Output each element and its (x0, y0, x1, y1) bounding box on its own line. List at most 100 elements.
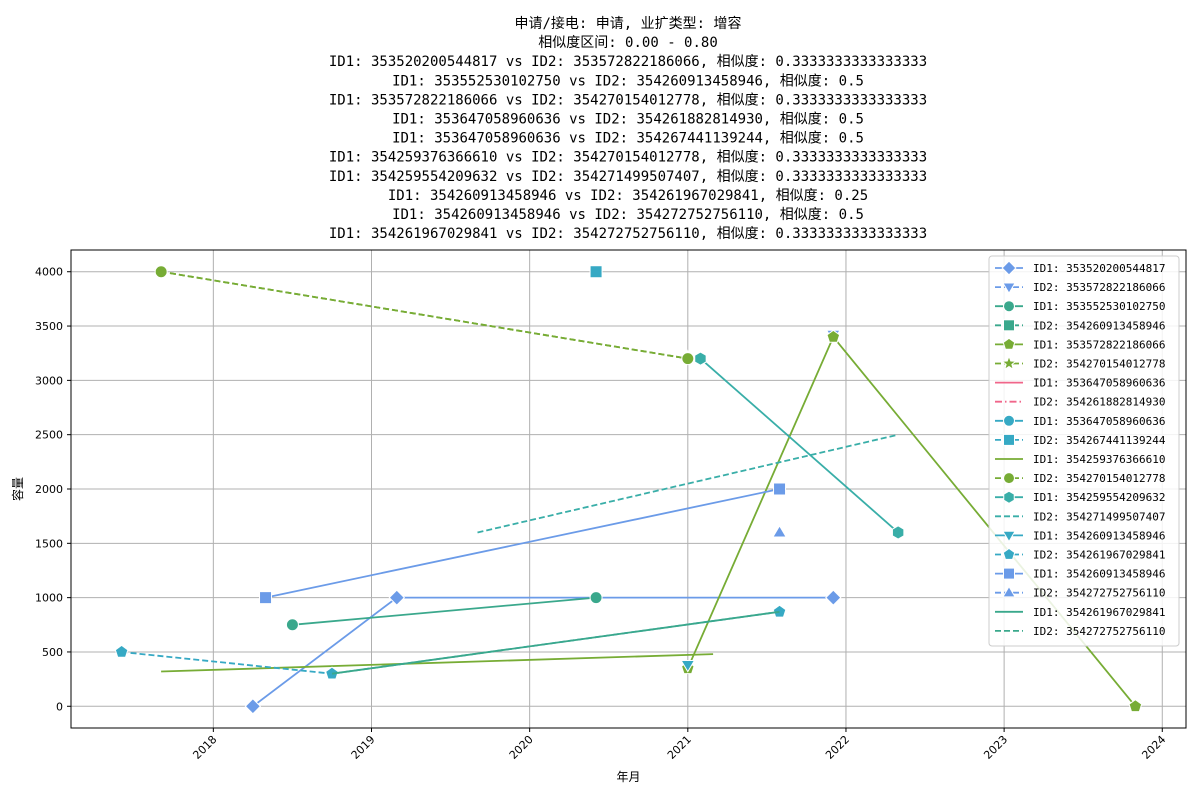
legend-item[interactable]: ID1: 354259376366610 (995, 453, 1165, 466)
legend-label: ID1: 354260913458946 (1033, 568, 1165, 581)
legend-item[interactable]: ID1: 353647058960636 (995, 414, 1165, 428)
legend-marker (1003, 567, 1015, 580)
series-12 (694, 351, 905, 540)
series-2 (285, 591, 603, 632)
legend-item[interactable]: ID1: 354260913458946 (995, 567, 1165, 581)
legend-item[interactable]: ID2: 354270154012778 (995, 354, 1165, 371)
legend-marker (1003, 472, 1015, 485)
data-point (1128, 699, 1143, 713)
title-line: 相似度区间: 0.00 - 0.80 (538, 35, 718, 51)
data-point (285, 618, 299, 632)
series-17 (772, 524, 788, 538)
legend-item[interactable]: ID1: 353572822186066 (995, 337, 1165, 351)
legend-marker (1002, 547, 1016, 560)
legend-marker (1001, 260, 1017, 276)
x-tick-label: 2022 (823, 733, 852, 762)
legend-frame (988, 255, 1180, 647)
title-line: ID1: 353647058960636 vs ID2: 35426188281… (392, 112, 864, 128)
data-point (825, 589, 842, 606)
x-tick-label: 2019 (349, 733, 378, 762)
legend-label: ID2: 353572822186066 (1033, 281, 1165, 294)
legend-label: ID1: 354261967029841 (1033, 606, 1165, 619)
legend-item[interactable]: ID2: 354261882814930 (995, 396, 1165, 409)
title-line: ID1: 354261967029841 vs ID2: 35427275275… (329, 226, 927, 242)
legend-item[interactable]: ID1: 353647058960636 (995, 377, 1165, 390)
series-14 (680, 659, 696, 673)
legend-item[interactable]: ID2: 354271499507407 (995, 510, 1165, 523)
data-point (694, 351, 707, 366)
legend-marker (1002, 337, 1016, 350)
legend-item[interactable]: ID2: 354272752756110 (995, 625, 1165, 638)
data-point (589, 591, 603, 605)
legend-item[interactable]: ID2: 354261967029841 (995, 547, 1165, 562)
title-line: ID1: 353520200544817 vs ID2: 35357282218… (329, 54, 927, 70)
legend[interactable]: ID1: 353520200544817 ID2: 353572822186066… (988, 255, 1180, 647)
series-11 (154, 265, 695, 366)
series-line (265, 488, 780, 599)
legend-item[interactable]: ID1: 353552530102750 (995, 300, 1165, 313)
legend-item[interactable]: ID2: 354270154012778 (995, 472, 1165, 485)
x-axis-label: 年月 (616, 770, 640, 784)
legend-marker (1003, 319, 1015, 332)
data-point (891, 525, 905, 540)
y-tick-label: 1000 (35, 592, 63, 605)
legend-item[interactable]: ID2: 354272752756110 (995, 585, 1165, 600)
data-point (681, 352, 695, 366)
series-0 (244, 589, 842, 715)
data-point (773, 482, 787, 496)
title-line: ID1: 354260913458946 vs ID2: 35427275275… (392, 207, 864, 223)
legend-item[interactable]: ID2: 354260913458946 (995, 319, 1165, 332)
data-point (244, 698, 262, 715)
legend-label: ID2: 354272752756110 (1033, 587, 1165, 600)
series-line (292, 596, 597, 626)
legend-item[interactable]: ID2: 354267441139244 (995, 433, 1166, 447)
series-16 (259, 482, 787, 605)
legend-marker (1003, 300, 1015, 313)
legend-label: ID1: 353520200544817 (1033, 262, 1165, 275)
title-line: ID1: 354259376366610 vs ID2: 35427015401… (329, 150, 927, 166)
series-line (331, 610, 780, 675)
legend-label: ID2: 354270154012778 (1033, 358, 1165, 371)
y-tick-label: 500 (42, 646, 63, 659)
series-10 (161, 653, 714, 673)
data-point (259, 591, 273, 605)
legend-marker (1002, 585, 1016, 598)
title-line: ID1: 353647058960636 vs ID2: 35426744113… (392, 131, 864, 147)
y-tick-label: 3500 (35, 320, 63, 333)
x-tick-label: 2020 (507, 733, 536, 762)
data-point (680, 659, 696, 673)
legend-item[interactable]: ID2: 353572822186066 (995, 281, 1165, 295)
legend-label: ID1: 353552530102750 (1033, 300, 1165, 313)
legend-item[interactable]: ID1: 354260913458946 (995, 529, 1165, 543)
legend-item[interactable]: ID1: 354259554209632 (995, 490, 1165, 504)
data-point (388, 589, 406, 606)
title-line: ID1: 354260913458946 vs ID2: 35426196702… (388, 188, 868, 204)
legend-label: ID2: 354272752756110 (1033, 625, 1165, 638)
legend-marker (1003, 414, 1015, 427)
y-tick-label: 2000 (35, 483, 63, 496)
legend-item[interactable]: ID1: 354261967029841 (995, 606, 1165, 619)
legend-marker (1002, 530, 1016, 543)
legend-marker (1000, 354, 1018, 371)
y-tick-label: 1500 (35, 537, 63, 550)
data-point (826, 329, 841, 343)
legend-label: ID1: 353647058960636 (1033, 377, 1165, 390)
y-tick-label: 0 (56, 700, 63, 713)
y-tick-label: 4000 (35, 266, 63, 279)
legend-label: ID1: 354259554209632 (1033, 491, 1165, 504)
title-line: ID1: 353572822186066 vs ID2: 35427015401… (329, 92, 927, 108)
y-tick-label: 3000 (35, 374, 63, 387)
title-line: ID1: 354259554209632 vs ID2: 35427149950… (329, 169, 927, 185)
x-tick-label: 2023 (981, 733, 1010, 762)
legend-label: ID2: 354270154012778 (1033, 472, 1165, 485)
data-point (772, 604, 787, 618)
series-line (699, 357, 899, 534)
legend-label: ID1: 354260913458946 (1033, 529, 1165, 542)
legend-label: ID1: 353647058960636 (1033, 415, 1165, 428)
legend-item[interactable]: ID1: 353520200544817 (995, 260, 1165, 276)
legend-label: ID1: 354259376366610 (1033, 453, 1165, 466)
legend-label: ID2: 354261967029841 (1033, 549, 1165, 562)
